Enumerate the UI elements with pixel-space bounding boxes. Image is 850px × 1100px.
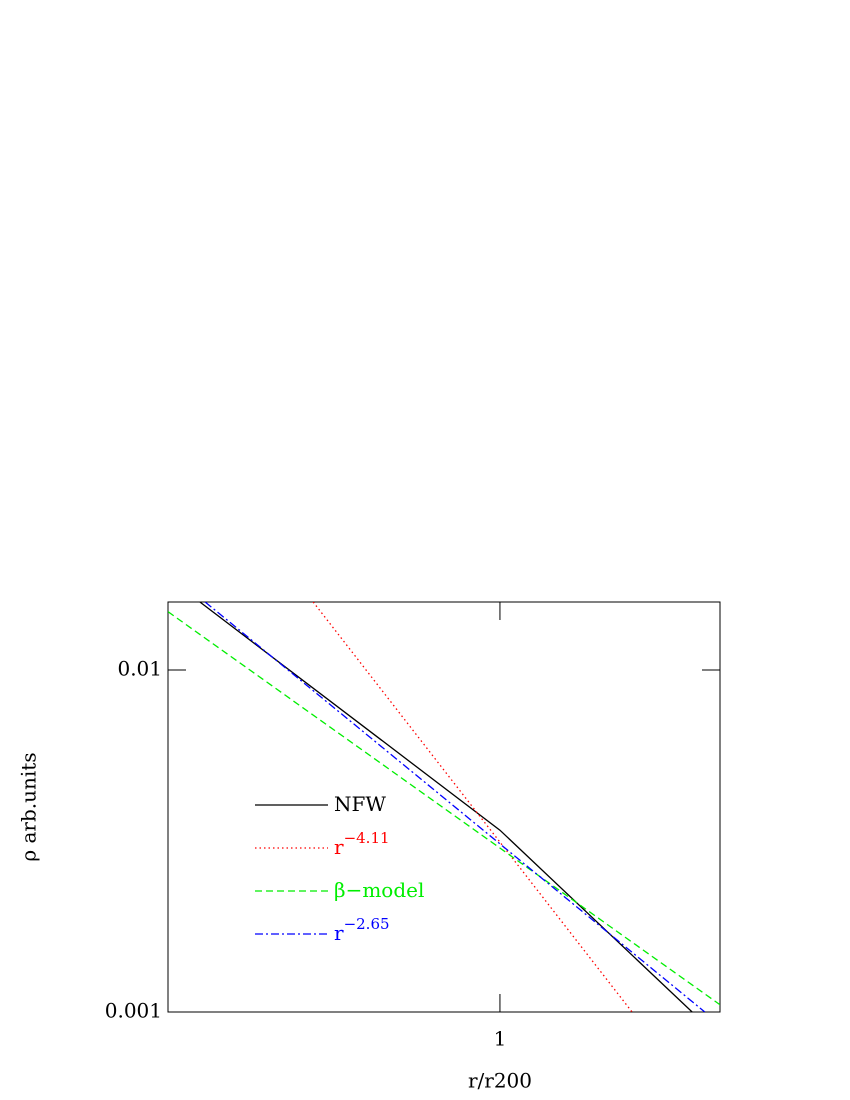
- legend-label: NFW: [334, 792, 386, 816]
- legend-name: r: [334, 921, 344, 945]
- series-line: [204, 602, 706, 1012]
- y-tick-label: 0.01: [117, 656, 162, 680]
- series-line: [312, 602, 633, 1012]
- legend-name: r: [334, 835, 344, 859]
- legend-exponent: −2.65: [344, 915, 390, 933]
- y-axis-label: ρ arb.units: [17, 752, 41, 861]
- legend-name: NFW: [334, 792, 386, 816]
- x-tick-label: 1: [494, 1027, 507, 1051]
- series-line: [199, 602, 693, 1012]
- y-tick-label: 0.001: [105, 999, 162, 1023]
- series-line: [168, 611, 720, 1006]
- legend-exponent: −4.11: [344, 829, 390, 847]
- legend-label: r−2.65: [334, 915, 390, 945]
- legend-name: β−model: [334, 878, 424, 902]
- plot-frame: [167, 601, 721, 1013]
- legend-label: β−model: [334, 878, 424, 902]
- legend-label: r−4.11: [334, 829, 390, 859]
- x-axis-label: r/r200: [468, 1069, 532, 1093]
